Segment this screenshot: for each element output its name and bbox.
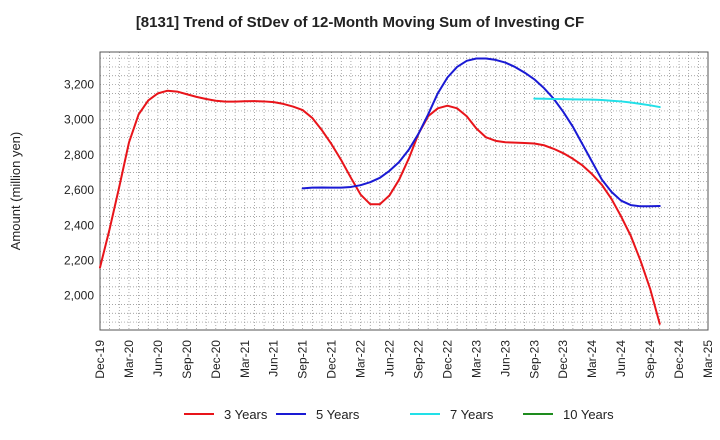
x-tick-label: Dec-21 <box>325 340 339 379</box>
y-tick-label: 2,000 <box>64 289 94 303</box>
legend-item-10-years: 10 Years <box>523 407 614 422</box>
legend-item-5-years: 5 Years <box>276 407 360 422</box>
x-tick-label: Mar-24 <box>585 340 599 378</box>
y-tick-label: 3,200 <box>64 78 94 92</box>
legend-label: 3 Years <box>224 407 268 422</box>
x-tick-label: Mar-22 <box>354 340 368 378</box>
series-line-5-years <box>301 57 661 208</box>
x-tick-label: Mar-23 <box>469 340 483 378</box>
x-tick-label: Jun-21 <box>267 340 281 377</box>
y-tick-label: 2,800 <box>64 148 94 162</box>
x-tick-label: Jun-20 <box>151 340 165 377</box>
x-tick-label: Mar-20 <box>122 340 136 378</box>
y-axis: 2,000 2,200 2,400 2,600 2,800 3,000 3,200 <box>64 78 94 303</box>
legend-item-7-years: 7 Years <box>410 407 494 422</box>
legend-label: 7 Years <box>450 407 494 422</box>
legend-label: 10 Years <box>563 407 614 422</box>
y-tick-label: 3,000 <box>64 113 94 127</box>
grid-layer <box>100 52 708 330</box>
legend-label: 5 Years <box>316 407 360 422</box>
x-tick-label: Mar-21 <box>238 340 252 378</box>
y-tick-label: 2,400 <box>64 218 94 232</box>
x-tick-label: Sep-23 <box>527 340 541 379</box>
legend: 3 Years 5 Years 7 Years 10 Years <box>184 407 614 422</box>
legend-item-3-years: 3 Years <box>184 407 268 422</box>
x-tick-label: Dec-19 <box>93 340 107 379</box>
series-layer <box>99 57 661 325</box>
plot-frame <box>99 51 709 331</box>
series-line-7-years <box>533 97 661 109</box>
chart-title: [8131] Trend of StDev of 12-Month Moving… <box>135 14 585 31</box>
x-axis: Dec-19 Mar-20 Jun-20 Sep-20 Dec-20 Mar-21 Jun-… <box>93 340 715 379</box>
x-tick-label: Jun-23 <box>498 340 512 377</box>
x-tick-label: Jun-24 <box>614 340 628 377</box>
x-tick-label: Sep-22 <box>411 340 425 379</box>
y-tick-label: 2,600 <box>64 183 94 197</box>
x-tick-label: Sep-21 <box>296 340 310 379</box>
x-tick-label: Sep-24 <box>643 340 657 379</box>
y-tick-label: 2,200 <box>64 254 94 268</box>
x-tick-label: Dec-23 <box>556 340 570 379</box>
x-tick-label: Dec-20 <box>209 340 223 379</box>
x-tick-label: Sep-20 <box>180 340 194 379</box>
x-tick-label: Mar-25 <box>701 340 715 378</box>
x-tick-label: Dec-22 <box>440 340 454 379</box>
series-line-3-years <box>99 89 661 325</box>
x-tick-label: Jun-22 <box>383 340 397 377</box>
y-axis-title: Amount (million yen) <box>8 132 23 251</box>
x-tick-label: Dec-24 <box>672 340 686 379</box>
